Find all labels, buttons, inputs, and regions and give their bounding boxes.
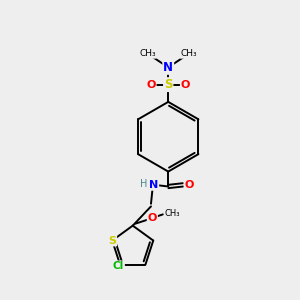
Text: N: N (163, 61, 173, 74)
Text: N: N (149, 180, 158, 190)
Text: O: O (148, 213, 157, 223)
Text: O: O (181, 80, 190, 90)
Text: H: H (140, 178, 147, 188)
Text: CH₃: CH₃ (181, 49, 197, 58)
Text: CH₃: CH₃ (140, 49, 156, 58)
Text: Cl: Cl (113, 261, 124, 271)
Text: O: O (184, 180, 194, 190)
Text: S: S (108, 236, 116, 246)
Text: O: O (146, 80, 156, 90)
Text: CH₃: CH₃ (164, 209, 180, 218)
Text: S: S (164, 78, 172, 91)
